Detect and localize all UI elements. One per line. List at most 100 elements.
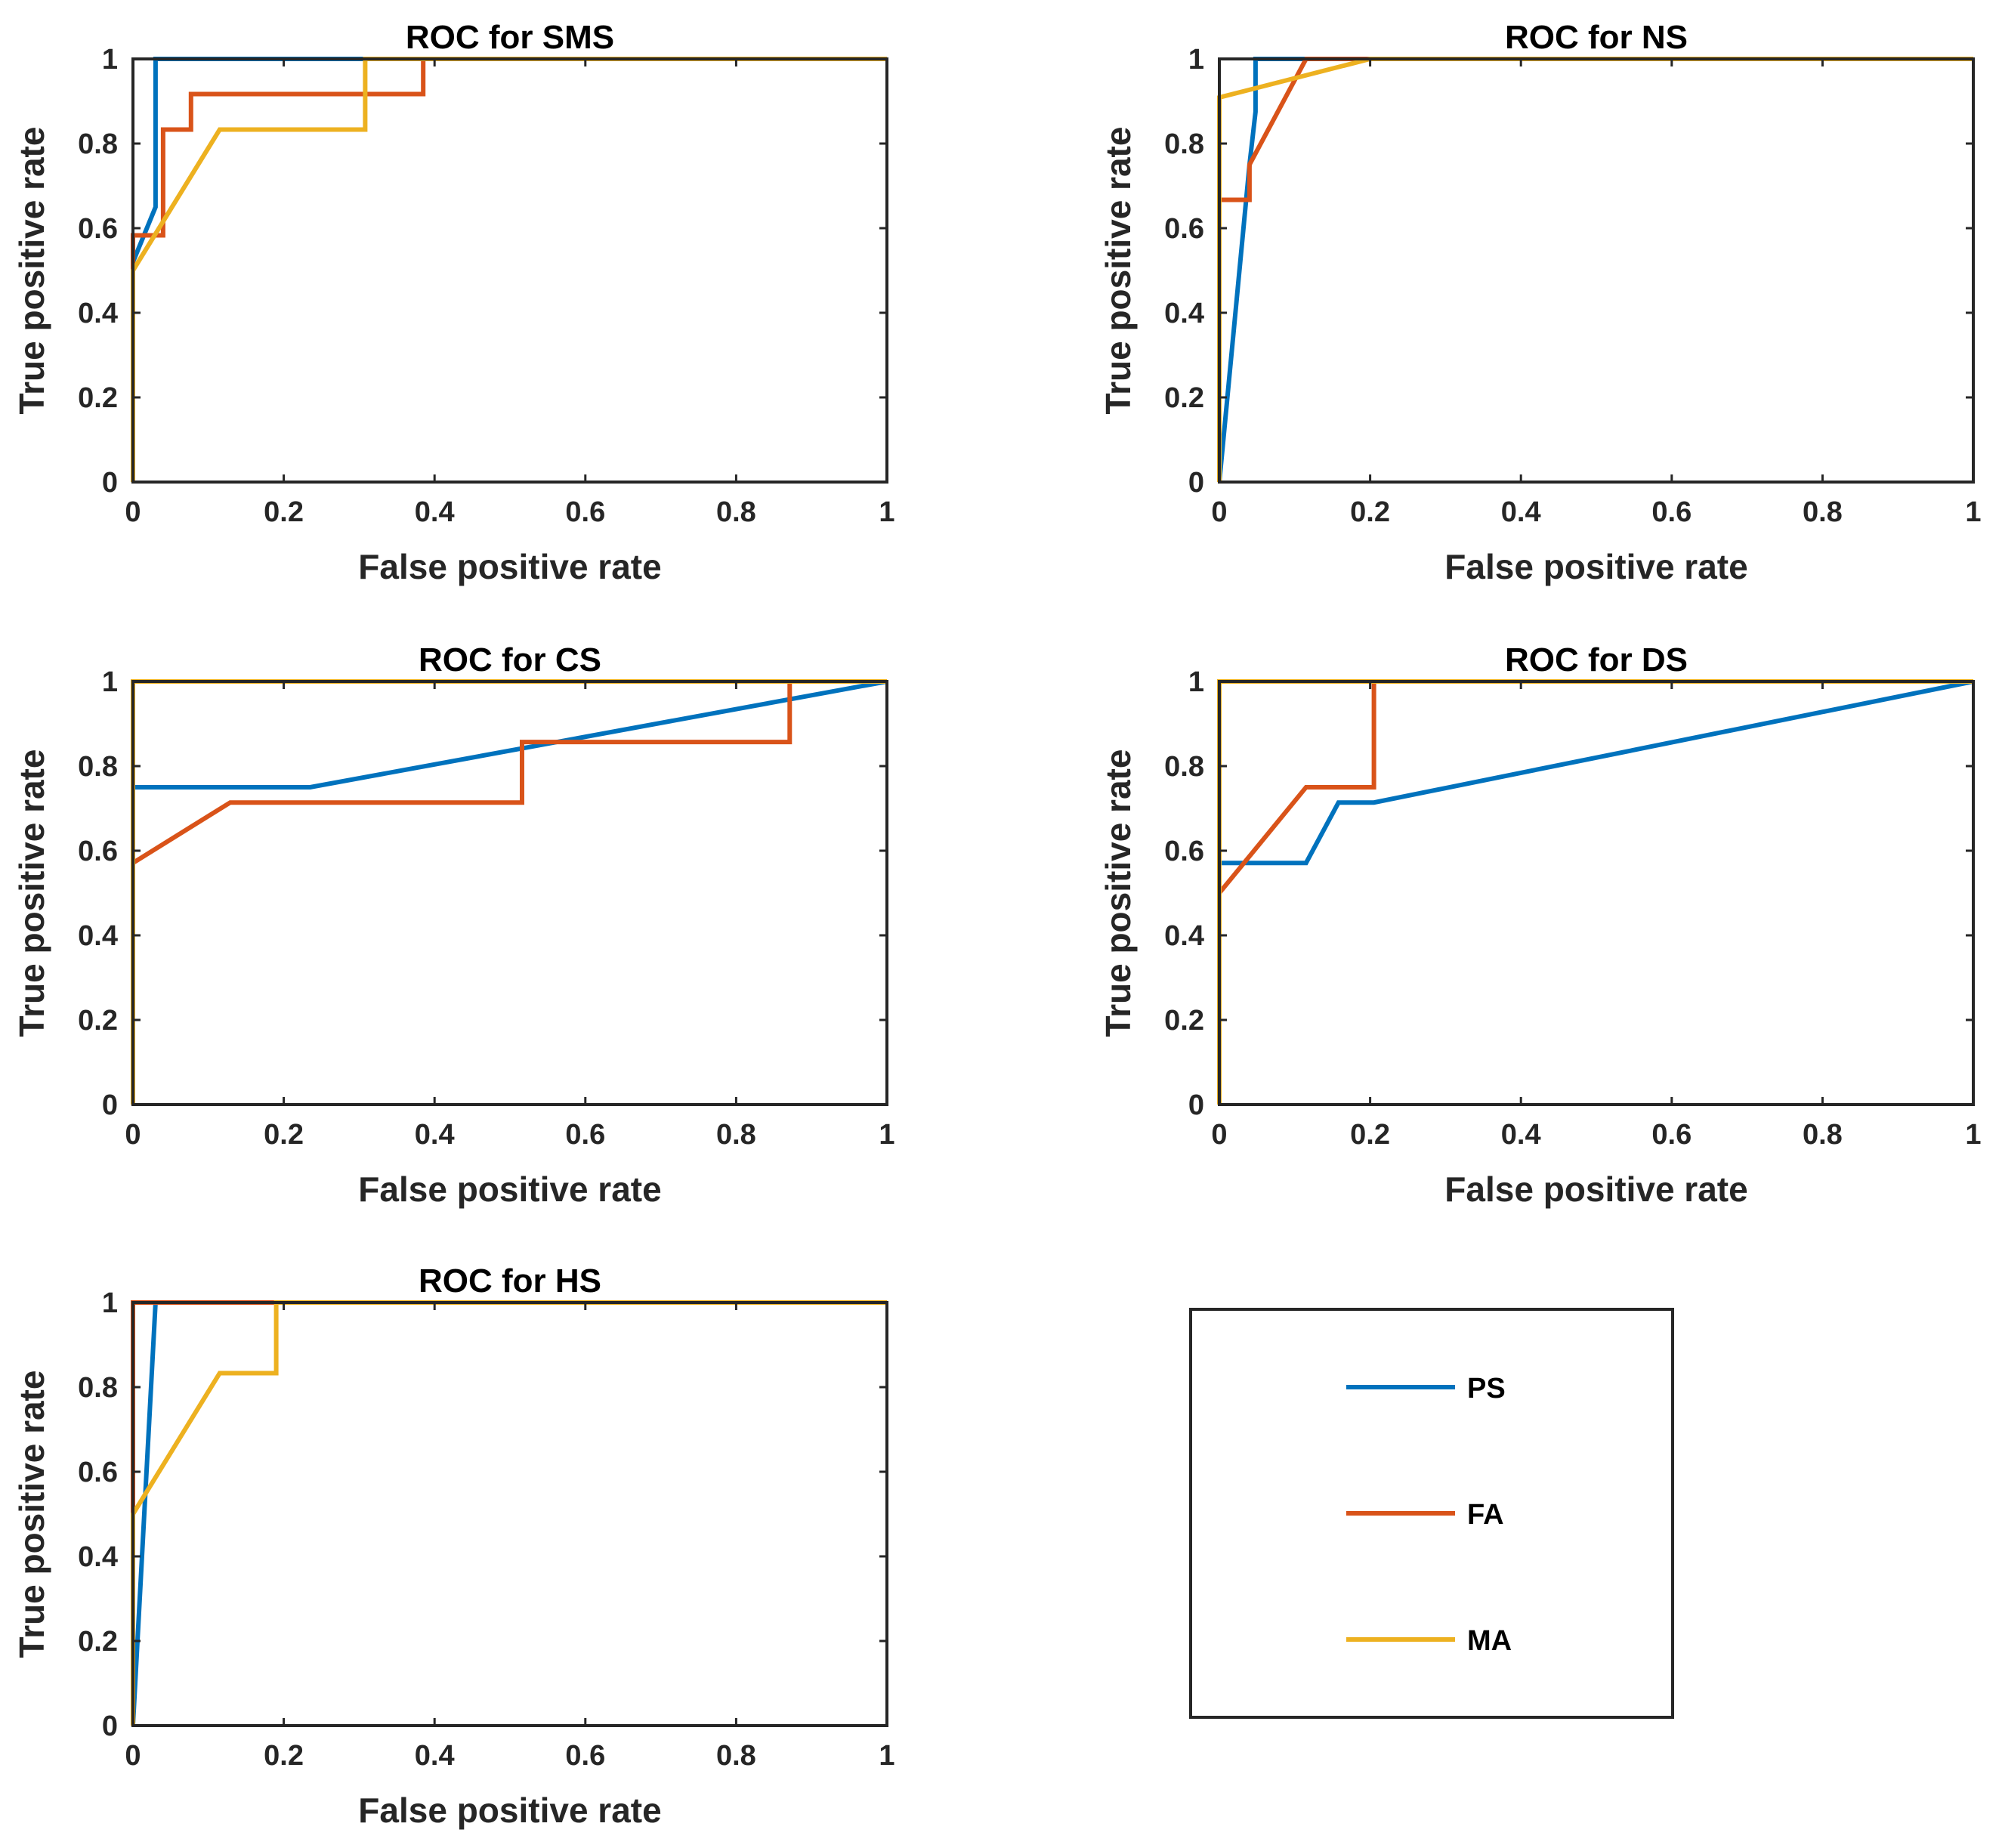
y-tick-label: 0: [1188, 467, 1204, 499]
roc-panels: 0 0.2 0.4 0.6 0.8 1 0 0.2 0.4 0.6 0.8 1 ROC for SMS F…: [12, 19, 1982, 1830]
x-tick-label: 0.6: [565, 1119, 605, 1151]
x-tick-label: 1: [1965, 496, 1981, 528]
legend-entries: PS FA MA: [1346, 1373, 1512, 1657]
x-axis-label: False positive rate: [1444, 1170, 1747, 1209]
y-tick-label: 1: [102, 666, 118, 698]
x-tick-label: 0: [125, 1119, 141, 1151]
x-tick-label: 0.2: [264, 1740, 304, 1772]
y-tick-label: 0.6: [78, 836, 118, 867]
x-axis-label: False positive rate: [358, 1791, 661, 1830]
x-tick-label: 0.8: [716, 496, 756, 528]
y-tick-label: 0.2: [1164, 1005, 1204, 1037]
panel-roc-for-ds: 0 0.2 0.4 0.6 0.8 1 0 0.2 0.4 0.6 0.8 1 ROC for DS Fa…: [1098, 641, 1982, 1209]
y-tick-label: 1: [1188, 44, 1204, 76]
y-tick-label: 0.8: [78, 128, 118, 160]
x-tick-label: 0.8: [1803, 496, 1843, 528]
y-tick-label: 0.8: [1164, 751, 1204, 783]
x-tick-label: 0.6: [565, 496, 605, 528]
y-tick-label: 0.8: [78, 751, 118, 783]
chart-title: ROC for NS: [1505, 19, 1688, 56]
y-tick-label: 1: [1188, 666, 1204, 698]
chart-title: ROC for SMS: [406, 19, 614, 56]
axes-box: [1218, 680, 1975, 1106]
x-tick-label: 0.4: [1501, 1119, 1541, 1151]
x-tick-label: 0.2: [264, 496, 304, 528]
panel-roc-for-cs: 0 0.2 0.4 0.6 0.8 1 0 0.2 0.4 0.6 0.8 1 ROC for CS Fa…: [12, 641, 895, 1209]
plot-area: [1219, 681, 1973, 1105]
x-axis-label: False positive rate: [358, 547, 661, 586]
y-tick-label: 0.4: [1164, 298, 1204, 329]
x-tick-label: 0.6: [1651, 1119, 1692, 1151]
y-axis-label: True positive rate: [12, 1371, 51, 1658]
x-axis-label: False positive rate: [1444, 547, 1747, 586]
chart-title: ROC for CS: [419, 641, 601, 678]
panel-roc-for-sms: 0 0.2 0.4 0.6 0.8 1 0 0.2 0.4 0.6 0.8 1 ROC for SMS F…: [12, 19, 895, 586]
x-tick-label: 0.8: [716, 1119, 756, 1151]
x-tick-label: 0: [125, 496, 141, 528]
x-tick-label: 0: [1211, 496, 1227, 528]
x-tick-label: 0.4: [415, 1740, 455, 1772]
y-axis-label: True positive rate: [12, 127, 51, 415]
y-tick-label: 0.2: [78, 382, 118, 414]
y-tick-label: 0.2: [78, 1626, 118, 1658]
y-tick-label: 0.6: [78, 213, 118, 245]
axes-box: [131, 680, 888, 1106]
y-tick-label: 0: [102, 1710, 118, 1742]
x-tick-label: 0.2: [264, 1119, 304, 1151]
legend-entry-ps: PS: [1346, 1373, 1506, 1405]
y-tick-label: 0.4: [78, 1541, 118, 1573]
chart-title: ROC for DS: [1505, 641, 1688, 678]
y-tick-label: 1: [102, 44, 118, 76]
x-tick-label: 0.6: [565, 1740, 605, 1772]
y-tick-label: 0.2: [1164, 382, 1204, 414]
x-tick-label: 0.4: [1501, 496, 1541, 528]
y-tick-label: 0.6: [1164, 836, 1204, 867]
panel-roc-for-hs: 0 0.2 0.4 0.6 0.8 1 0 0.2 0.4 0.6 0.8 1 ROC for HS Fa…: [12, 1262, 895, 1830]
legend-entry-ma: MA: [1346, 1625, 1512, 1657]
axes-box: [1218, 57, 1975, 484]
axes-box: [131, 1301, 888, 1727]
x-tick-label: 1: [879, 496, 894, 528]
series-line-fa: [131, 57, 887, 482]
y-tick-label: 0.8: [1164, 128, 1204, 160]
legend-label: MA: [1467, 1625, 1512, 1657]
y-tick-label: 0.4: [1164, 920, 1204, 952]
x-tick-label: 1: [879, 1119, 894, 1151]
chart-title: ROC for HS: [419, 1262, 601, 1299]
y-axis-label: True positive rate: [1098, 749, 1138, 1037]
legend-label: FA: [1467, 1499, 1504, 1531]
legend-entry-fa: FA: [1346, 1499, 1504, 1531]
legend: PS FA MA: [1189, 1308, 1674, 1719]
axes-box: [131, 57, 888, 484]
x-tick-label: 0.2: [1350, 496, 1390, 528]
y-tick-label: 0: [102, 1089, 118, 1121]
y-axis-label: True positive rate: [1098, 127, 1138, 415]
x-tick-label: 0.8: [716, 1740, 756, 1772]
y-axis-label: True positive rate: [12, 749, 51, 1037]
plot-area: [1219, 59, 1973, 482]
x-tick-label: 0.4: [415, 1119, 455, 1151]
x-tick-label: 1: [1965, 1119, 1981, 1151]
series-line-fa: [131, 679, 887, 1105]
y-tick-label: 0: [1188, 1089, 1204, 1121]
y-tick-label: 0.8: [78, 1372, 118, 1404]
y-tick-label: 0.4: [78, 298, 118, 329]
plot-area: [133, 1303, 887, 1726]
x-axis-label: False positive rate: [358, 1170, 661, 1209]
y-tick-label: 0.4: [78, 920, 118, 952]
y-tick-label: 0.6: [78, 1457, 118, 1488]
y-tick-label: 0: [102, 467, 118, 499]
y-tick-label: 0.2: [78, 1005, 118, 1037]
plot-area: [133, 59, 887, 482]
x-tick-label: 0: [1211, 1119, 1227, 1151]
x-tick-label: 0.4: [415, 496, 455, 528]
panel-roc-for-ns: 0 0.2 0.4 0.6 0.8 1 0 0.2 0.4 0.6 0.8 1 ROC for NS Fa…: [1098, 19, 1982, 586]
x-tick-label: 0.8: [1803, 1119, 1843, 1151]
legend-label: PS: [1467, 1373, 1506, 1405]
x-tick-label: 0.2: [1350, 1119, 1390, 1151]
y-tick-label: 1: [102, 1287, 118, 1319]
x-tick-label: 1: [879, 1740, 894, 1772]
plot-area: [133, 681, 887, 1105]
x-tick-label: 0: [125, 1740, 141, 1772]
